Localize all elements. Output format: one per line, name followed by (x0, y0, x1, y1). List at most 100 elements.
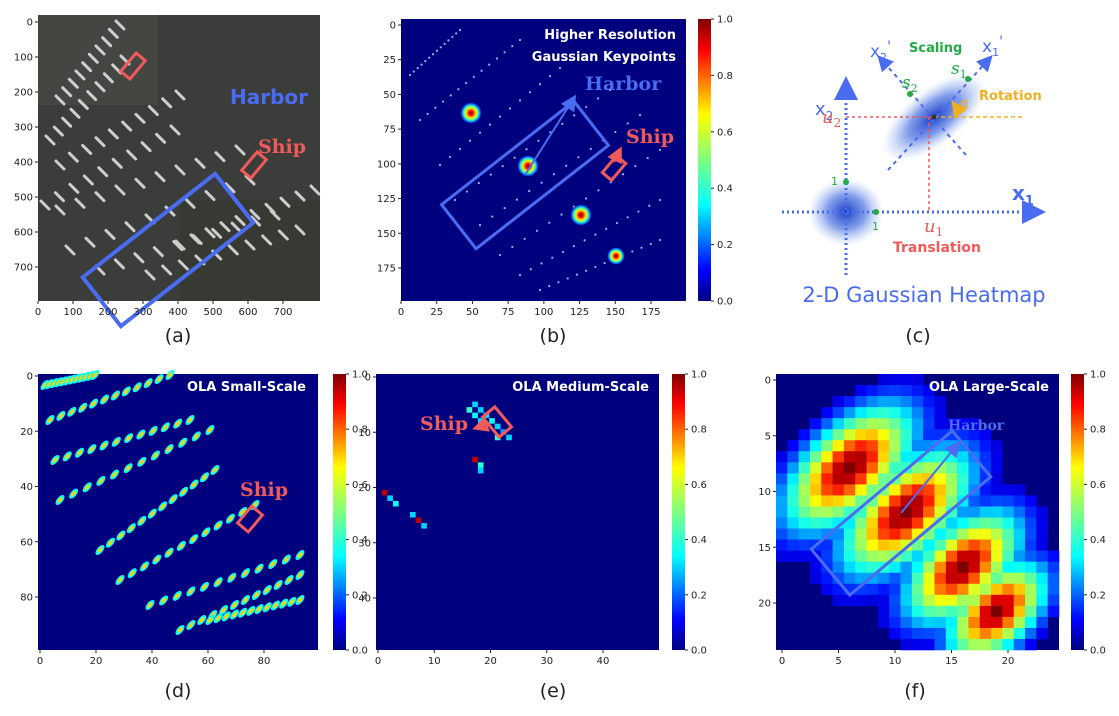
boat (184, 197, 196, 209)
keypoint-dot (603, 261, 606, 265)
keypoint-dot (552, 173, 555, 176)
large-cell (934, 561, 947, 574)
large-cell (968, 528, 981, 540)
large-cell (843, 495, 856, 507)
large-cell (832, 594, 845, 607)
large-cell (832, 429, 845, 441)
large-cell (900, 374, 913, 386)
large-cell (1025, 616, 1037, 629)
a-x-tick-label: 500 (203, 307, 222, 318)
large-cell (911, 407, 924, 419)
large-cell (957, 550, 969, 562)
large-cell (1025, 517, 1037, 529)
d-x-ticks: 0 20 40 60 80 (37, 650, 270, 667)
a-y-tick-label: 700 (14, 263, 33, 274)
e-cb-tick-label: 0.4 (691, 535, 707, 546)
boat (67, 151, 79, 163)
boat (74, 197, 86, 209)
a-y-tick-label: 100 (14, 53, 33, 64)
b-heatmap (401, 19, 686, 301)
keypoint-dot (513, 156, 516, 159)
keypoint-dot (634, 165, 637, 168)
spot-core (160, 503, 166, 510)
large-cell (787, 451, 799, 463)
large-cell (900, 605, 913, 618)
large-cell (843, 440, 856, 452)
boat (84, 236, 96, 248)
large-cell (866, 583, 879, 596)
large-cell (877, 473, 890, 485)
harbor-box (79, 171, 257, 329)
b-cb-tick-label: 0.8 (717, 71, 733, 82)
medium-cell (466, 407, 473, 413)
large-cell (991, 451, 1003, 463)
spot-core (64, 453, 70, 460)
keypoint-dot (605, 227, 608, 230)
d-cb-tick-label: 0.4 (352, 535, 368, 546)
rotation-label: Rotation (979, 89, 1042, 104)
keypoint-dot (614, 130, 617, 134)
large-cell (1025, 506, 1037, 518)
caption-b: (b) (540, 325, 567, 347)
large-cell (911, 528, 924, 540)
f-title: OLA Large-Scale (929, 380, 1049, 395)
large-cell (832, 583, 845, 596)
large-cell (1025, 594, 1037, 607)
d-ship-label: Ship (240, 479, 288, 501)
boat (81, 61, 93, 73)
boat (230, 221, 242, 233)
large-cell (843, 539, 856, 551)
large-cell (1025, 495, 1037, 507)
f-y-tick-label: 20 (758, 599, 771, 610)
boat (309, 184, 321, 196)
large-cell (843, 517, 856, 529)
large-cell (776, 451, 788, 463)
x2p-axis (877, 55, 967, 156)
large-cell (889, 506, 901, 518)
boat (111, 157, 123, 169)
keypoint-blob-1 (460, 102, 482, 124)
large-cell (957, 583, 969, 596)
large-cell (889, 429, 901, 441)
keypoint-dot (420, 63, 423, 66)
large-cell (889, 407, 901, 419)
large-cell (900, 506, 913, 518)
harbor-label: Harbor (230, 85, 308, 109)
boat (134, 112, 146, 124)
spot-core (180, 439, 186, 446)
large-cell (923, 605, 935, 618)
large-cell (911, 495, 924, 507)
large-cell (832, 561, 845, 574)
large-cell (866, 473, 879, 485)
large-cell (809, 528, 822, 540)
large-cell (934, 550, 947, 562)
a-x-tick-label: 700 (273, 307, 292, 318)
large-cell (957, 484, 969, 496)
keypoint-dot (447, 39, 450, 42)
keypoint-dot (658, 198, 662, 202)
large-cell (991, 462, 1003, 474)
large-cell (1013, 638, 1026, 651)
large-cell (843, 418, 856, 430)
medium-cell (494, 423, 501, 430)
large-cell (900, 396, 913, 408)
medium-cell (477, 407, 484, 413)
large-cell (923, 506, 935, 518)
large-cell (889, 374, 901, 386)
keypoint-dot (585, 269, 588, 272)
large-cell (900, 550, 913, 562)
large-cell (787, 495, 799, 507)
large-cell (934, 451, 947, 463)
large-cell (1025, 605, 1037, 618)
medium-cell (472, 412, 478, 419)
one-y-label: 1 (831, 175, 838, 188)
spot-core (57, 497, 63, 503)
keypoint-dot (488, 123, 492, 126)
keypoint-dot (560, 213, 563, 216)
e-x-tick-label: 30 (540, 656, 553, 667)
keypoint-dot (518, 99, 522, 102)
spot-core (229, 574, 235, 581)
boat (94, 81, 106, 93)
boat (244, 239, 256, 251)
large-cell (934, 605, 947, 618)
